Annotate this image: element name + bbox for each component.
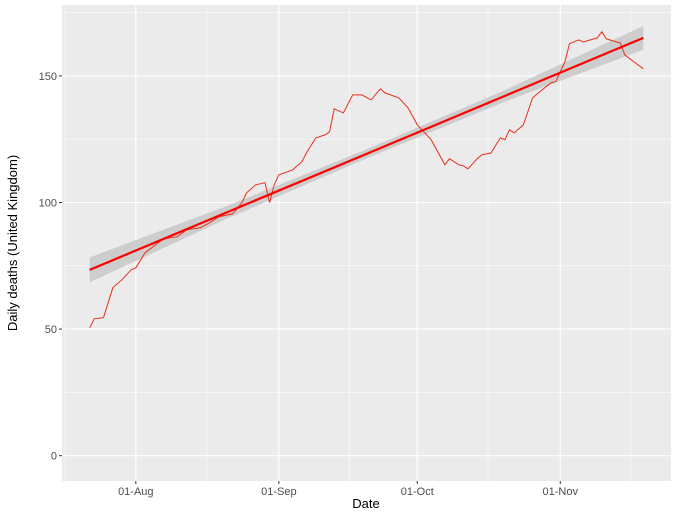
x-axis-title: Date — [352, 496, 379, 511]
trend-line — [89, 36, 644, 271]
y-axis-title: Daily deaths (United Kingdom) — [5, 155, 20, 331]
y-tick-label: 0 — [51, 451, 57, 463]
x-tick-label: 01-Sep — [261, 486, 296, 498]
daily-deaths-line — [89, 30, 644, 329]
x-tick-label: 01-Oct — [401, 486, 434, 498]
y-tick-label: 50 — [45, 324, 57, 336]
x-axis-ticks: 01-Aug 01-Sep 01-Oct 01-Nov — [118, 481, 578, 498]
x-tick-label: 01-Nov — [543, 486, 579, 498]
y-axis-ticks: 0 50 100 150 — [39, 71, 62, 463]
minor-gridlines — [62, 5, 671, 481]
x-tick-label: 01-Aug — [118, 486, 153, 498]
y-tick-label: 150 — [39, 71, 57, 83]
y-tick-label: 100 — [39, 197, 57, 209]
